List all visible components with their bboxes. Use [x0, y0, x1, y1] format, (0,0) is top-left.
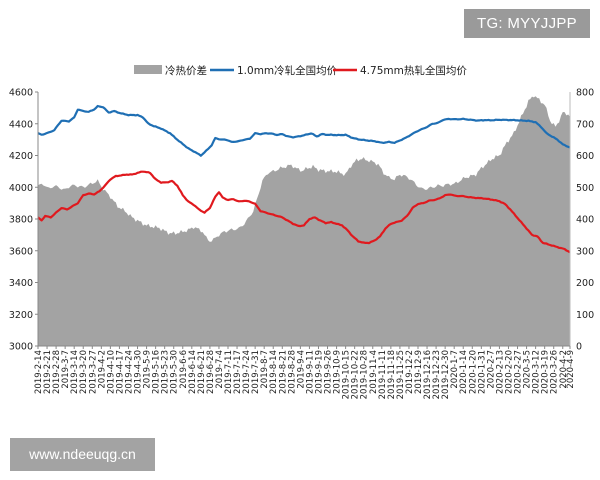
x-tick-label: 2020-1-7 — [450, 350, 460, 389]
x-tick-label: 2019-10-22 — [351, 350, 361, 399]
x-tick-label: 2019-9-19 — [314, 350, 324, 394]
right-tick-label: 200 — [576, 278, 594, 289]
x-tick-label: 2020-2-13 — [495, 350, 505, 394]
price-lines-layer — [37, 104, 571, 254]
x-tick-label: 2019-5-9 — [143, 350, 153, 389]
x-tick-label: 2019-9-11 — [305, 350, 315, 394]
tg-watermark-badge: TG: MYYJJPP — [464, 9, 590, 38]
x-tick-label: 2020-2-20 — [504, 350, 514, 394]
x-tick-label: 2019-3-14 — [70, 350, 80, 394]
x-tick-label: 2019-12-16 — [423, 350, 433, 399]
x-tick-label: 2019-6-28 — [206, 350, 216, 394]
x-tick-label: 2019-5-23 — [161, 350, 171, 394]
x-tick-label: 2019-7-31 — [251, 350, 261, 394]
x-tick-label: 2019-7-4 — [215, 350, 225, 389]
x-tick-label: 2019-12-23 — [432, 350, 442, 399]
x-tick-label: 2020-3-5 — [523, 350, 533, 389]
x-tick-label: 2019-11-18 — [387, 350, 397, 399]
right-tick-label: 600 — [576, 151, 594, 162]
x-tick-label: 2019-7-24 — [242, 350, 252, 394]
x-tick-label: 2020-4-2 — [559, 350, 569, 389]
legend-label: 冷热价差 — [165, 64, 207, 77]
x-tick-label: 2019-12-30 — [441, 350, 451, 399]
x-tick-label: 2019-10-9 — [333, 350, 343, 394]
x-tick-label: 2019-7-11 — [224, 350, 234, 394]
x-tick-label: 2019-2-14 — [34, 350, 44, 394]
x-tick-label: 2020-2-7 — [486, 350, 496, 389]
x-tick-label: 2020-2-27 — [514, 350, 524, 394]
right-tick-label: 0 — [576, 342, 582, 353]
axes-layer: 3000 3200 3400 3600 3800 4000 4200 4400 4600 0 100… — [9, 88, 594, 400]
x-tick-label: 2019-8-14 — [269, 350, 279, 394]
x-tick-label: 2019-6-6 — [179, 350, 189, 389]
x-tick-label: 2019-8-21 — [278, 350, 288, 394]
x-tick-label: 2019-9-4 — [296, 350, 306, 389]
left-tick-label: 3400 — [9, 278, 33, 289]
x-tick-label: 2019-8-7 — [260, 350, 270, 389]
right-tick-label: 300 — [576, 246, 594, 257]
x-tick-label: 2019-2-21 — [43, 350, 53, 394]
left-tick-label: 3800 — [9, 215, 33, 226]
x-tick-label: 2019-10-15 — [342, 350, 352, 399]
legend-label: 4.75mm热轧全国均价 — [360, 64, 467, 77]
left-tick-label: 3000 — [9, 342, 33, 353]
x-tick-label: 2019-10-28 — [360, 350, 370, 399]
series-line-cold-rolled — [37, 104, 571, 157]
right-tick-label: 500 — [576, 183, 594, 194]
x-tick-label: 2020-3-12 — [532, 350, 542, 394]
x-tick-label: 2019-11-4 — [369, 350, 379, 394]
x-tick-label: 2020-1-20 — [468, 350, 478, 394]
spread-area-layer — [38, 96, 570, 346]
x-tick-label: 2020-3-26 — [550, 350, 560, 394]
right-tick-label: 400 — [576, 215, 594, 226]
x-tick-label: 2019-4-10 — [106, 350, 116, 394]
x-tick-label: 2020-1-31 — [477, 350, 487, 394]
x-tick-label: 2019-4-2 — [97, 350, 107, 389]
x-tick-label: 2019-3-7 — [61, 350, 71, 389]
left-tick-label: 4000 — [9, 183, 33, 194]
series-area-spread — [38, 96, 570, 346]
x-tick-label: 2019-9-26 — [324, 350, 334, 394]
x-tick-label: 2019-7-17 — [233, 350, 243, 394]
x-tick-label: 2019-3-20 — [79, 350, 89, 394]
site-watermark-badge: www.ndeeuqg.cn — [10, 438, 155, 471]
x-tick-label: 2020-4-9 — [566, 350, 576, 389]
x-tick-label: 2020-3-19 — [541, 350, 551, 394]
x-tick-label: 2019-5-30 — [170, 350, 180, 394]
x-tick-label: 2019-6-14 — [188, 350, 198, 394]
x-tick-label: 2019-11-11 — [378, 350, 388, 399]
left-tick-label: 4400 — [9, 119, 33, 130]
x-tick-label: 2019-4-17 — [115, 350, 125, 394]
x-tick-label: 2019-5-16 — [152, 350, 162, 394]
series-line-hot-rolled — [37, 170, 571, 254]
left-tick-label: 4200 — [9, 151, 33, 162]
x-tick-label: 2019-4-24 — [124, 350, 134, 394]
x-tick-label: 2019-12-9 — [414, 350, 424, 394]
x-tick-label: 2020-1-14 — [459, 350, 469, 394]
left-tick-label: 3600 — [9, 246, 33, 257]
x-tick-label: 2019-3-27 — [88, 350, 98, 394]
x-tick-label: 2019-8-28 — [287, 350, 297, 394]
left-tick-label: 3200 — [9, 310, 33, 321]
chart-legend: 冷热价差 1.0mm冷轧全国均价 4.75mm热轧全国均价 — [134, 64, 467, 77]
legend-swatch-spread — [134, 65, 162, 74]
right-tick-label: 800 — [576, 88, 594, 99]
x-tick-label: 2019-12-2 — [405, 350, 415, 394]
right-tick-label: 100 — [576, 310, 594, 321]
legend-label: 1.0mm冷轧全国均价 — [237, 64, 338, 77]
x-tick-label: 2019-4-30 — [134, 350, 144, 394]
x-tick-label: 2019-2-28 — [52, 350, 62, 394]
right-tick-label: 700 — [576, 119, 594, 130]
left-tick-label: 4600 — [9, 88, 33, 99]
x-tick-label: 2019-11-25 — [396, 350, 406, 399]
x-tick-label: 2019-6-21 — [197, 350, 207, 394]
